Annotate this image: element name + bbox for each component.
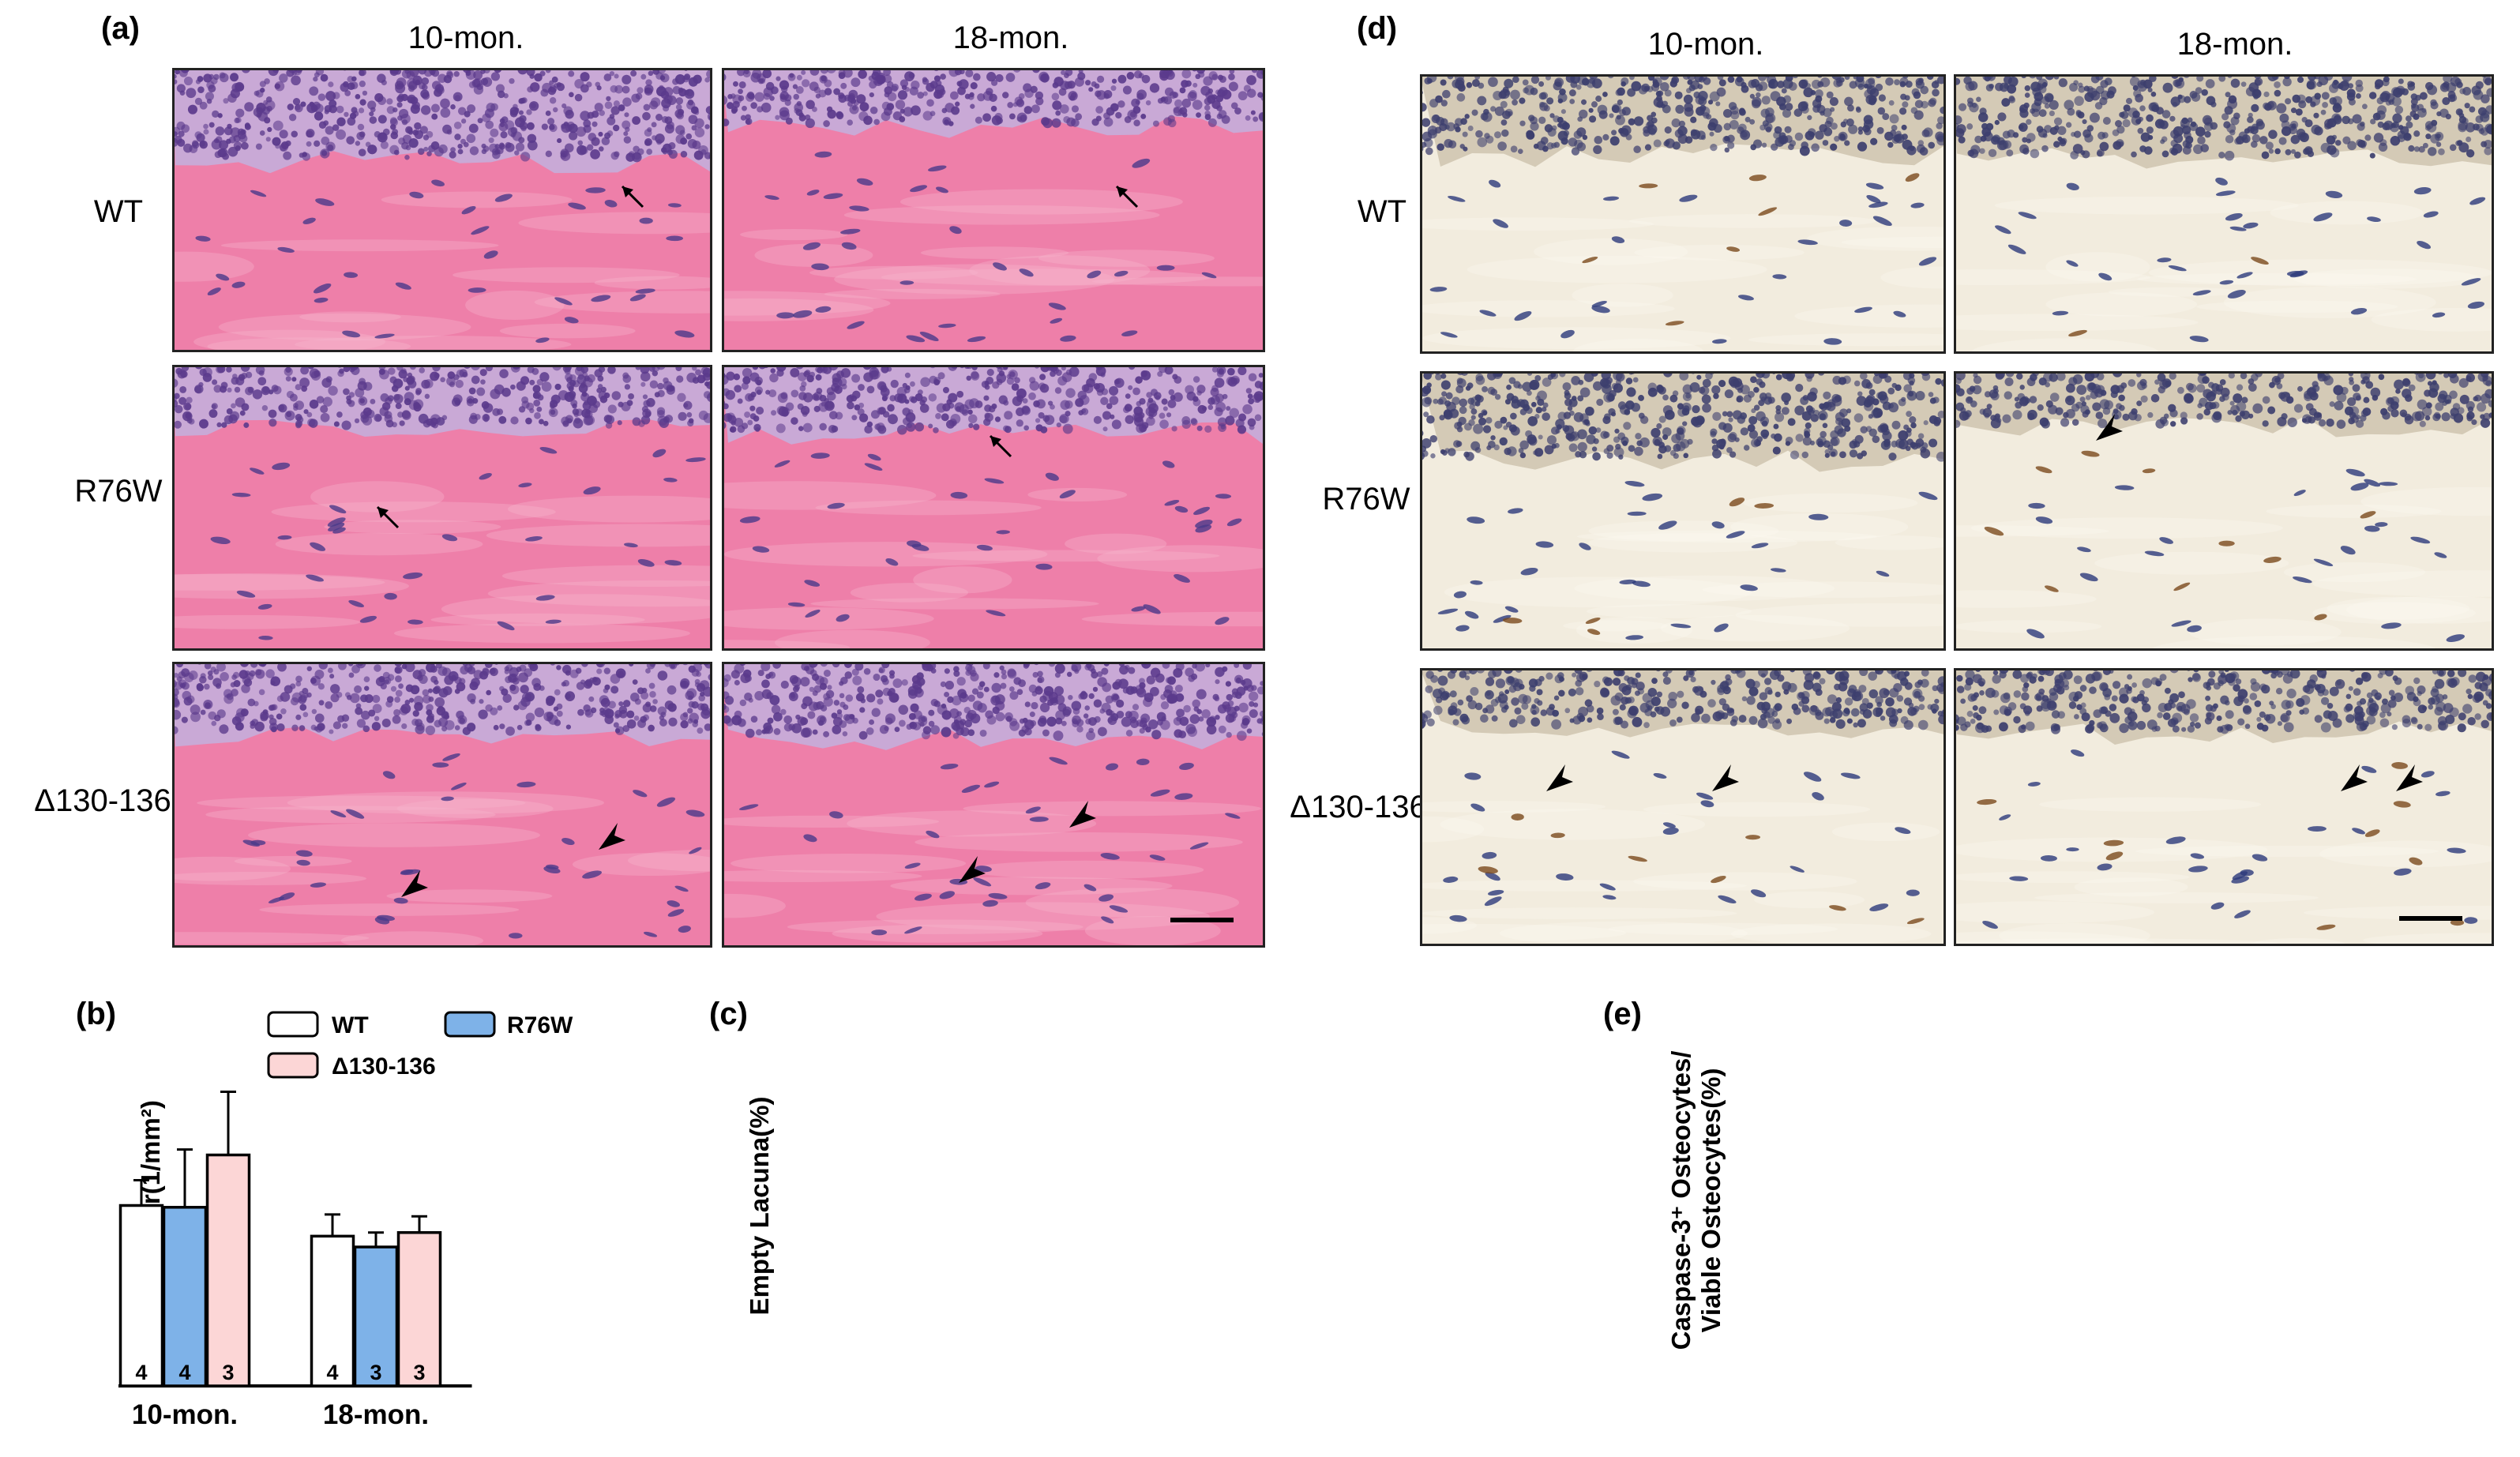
he-micrograph-r76w-10mon xyxy=(172,365,712,651)
panel-a-col-header-18mon: 18-mon. xyxy=(952,21,1069,55)
chart-e: 01020304050Caspase-3⁺ Osteocytes/Viable … xyxy=(1666,995,2219,1457)
panel-a-row-label-r76w: R76W xyxy=(74,474,163,509)
sample-size-label: 3 xyxy=(222,1361,234,1384)
panel-label-b: (b) xyxy=(76,997,117,1031)
panel-a-row-label-d130: Δ130-136 xyxy=(34,783,171,818)
sample-size-label: 3 xyxy=(370,1361,381,1384)
he-micrograph-wt-18mon xyxy=(722,68,1265,352)
panel-label-c: (c) xyxy=(709,997,748,1031)
sample-size-label: 3 xyxy=(413,1361,425,1384)
chart-b: 02004006008001000N.Ot/B.Ar(1/mm²)44310-m… xyxy=(118,995,640,1457)
chart-c: 020406080Empty Lacuna(%)44310-mon.43318-… xyxy=(711,995,1224,1457)
legend-swatch-r76w xyxy=(444,1011,496,1038)
he-micrograph-d130-18mon xyxy=(722,662,1265,948)
sample-size-label: 4 xyxy=(326,1361,338,1384)
bar-WT-10-mon. xyxy=(118,1204,164,1388)
panel-d-col-header-18mon: 18-mon. xyxy=(2176,27,2293,62)
x-category-label: 10-mon. xyxy=(132,1399,238,1430)
y-axis-label: Empty Lacuna(%) xyxy=(745,1097,774,1316)
he-micrograph-r76w-18mon xyxy=(722,365,1265,651)
bar-Δ130-136-18-mon. xyxy=(396,1231,442,1388)
panel-a-col-header-10mon: 10-mon. xyxy=(407,21,524,55)
ihc-micrograph-wt-10mon xyxy=(1420,74,1946,354)
legend-label-wt: WT xyxy=(332,1012,369,1038)
panel-label-d: (d) xyxy=(1357,11,1398,46)
legend-swatch-wt xyxy=(267,1011,319,1038)
he-micrograph-wt-10mon xyxy=(172,68,712,352)
bar-R76W-18-mon. xyxy=(353,1245,399,1388)
he-micrograph-d130-10mon xyxy=(172,662,712,948)
sample-size-label: 4 xyxy=(135,1361,147,1384)
sample-size-label: 4 xyxy=(178,1361,190,1384)
legend-label-d130: Δ130-136 xyxy=(332,1053,436,1080)
ihc-micrograph-r76w-18mon xyxy=(1954,371,2494,651)
ihc-micrograph-d130-18mon xyxy=(1954,668,2494,946)
bar-R76W-10-mon. xyxy=(162,1206,208,1388)
legend-swatch-d130 xyxy=(267,1052,319,1079)
x-category-label: 18-mon. xyxy=(323,1399,429,1430)
y-axis-label: Caspase-3⁺ Osteocytes/ xyxy=(1666,1051,1696,1350)
bar-WT-18-mon. xyxy=(310,1234,355,1388)
ihc-micrograph-wt-18mon xyxy=(1954,74,2494,354)
legend: WT R76W Δ130-136 xyxy=(261,1005,592,1091)
ihc-micrograph-d130-10mon xyxy=(1420,668,1946,946)
ihc-micrograph-r76w-10mon xyxy=(1420,371,1946,651)
panel-label-a: (a) xyxy=(101,11,140,46)
legend-label-r76w: R76W xyxy=(507,1012,573,1038)
panel-d-row-label-wt: WT xyxy=(1357,194,1407,229)
bar-Δ130-136-10-mon. xyxy=(205,1153,251,1388)
panel-label-e: (e) xyxy=(1603,997,1642,1031)
panel-d-col-header-10mon: 10-mon. xyxy=(1647,27,1764,62)
panel-a-row-label-wt: WT xyxy=(93,194,144,229)
panel-d-row-label-d130: Δ130-136 xyxy=(1290,790,1427,824)
panel-d-row-label-r76w: R76W xyxy=(1322,482,1410,516)
y-axis-label: Viable Osteocytes(%) xyxy=(1696,1068,1726,1332)
